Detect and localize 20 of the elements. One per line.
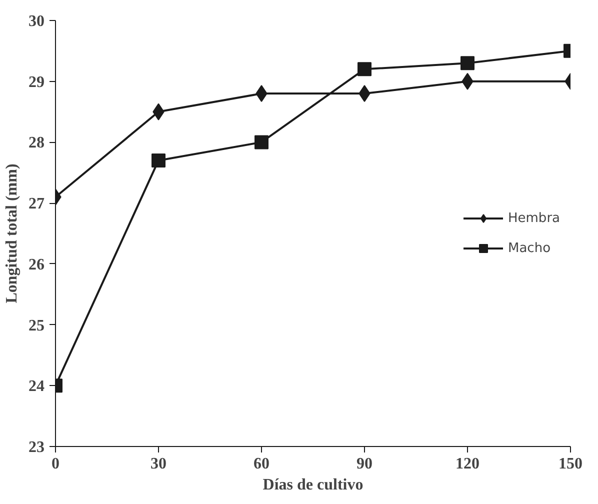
x-tick-label: 150	[558, 456, 582, 472]
x-tick-label: 0	[52, 456, 60, 472]
x-axis-title: Días de cultivo	[262, 476, 364, 494]
x-tick-label: 120	[456, 456, 480, 472]
legend-label: Hembra	[508, 210, 560, 226]
y-tick-label: 27	[28, 196, 44, 213]
legend-label: Macho	[508, 240, 551, 256]
y-tick-label: 23	[28, 439, 44, 456]
y-tick-label: 25	[28, 317, 44, 334]
x-tick-label: 90	[356, 456, 372, 472]
point	[254, 135, 268, 150]
y-tick-label: 29	[28, 74, 44, 91]
y-tick-label: 30	[28, 13, 44, 30]
point	[358, 62, 372, 76]
y-axis-title: Longitud total (mm)	[4, 164, 20, 304]
y-tick-label: 28	[28, 134, 44, 152]
x-tick-label: 30	[150, 456, 166, 472]
y-tick-label: 26	[28, 256, 44, 274]
y-tick-label: 24	[28, 378, 44, 396]
x-tick-label: 60	[254, 456, 270, 472]
